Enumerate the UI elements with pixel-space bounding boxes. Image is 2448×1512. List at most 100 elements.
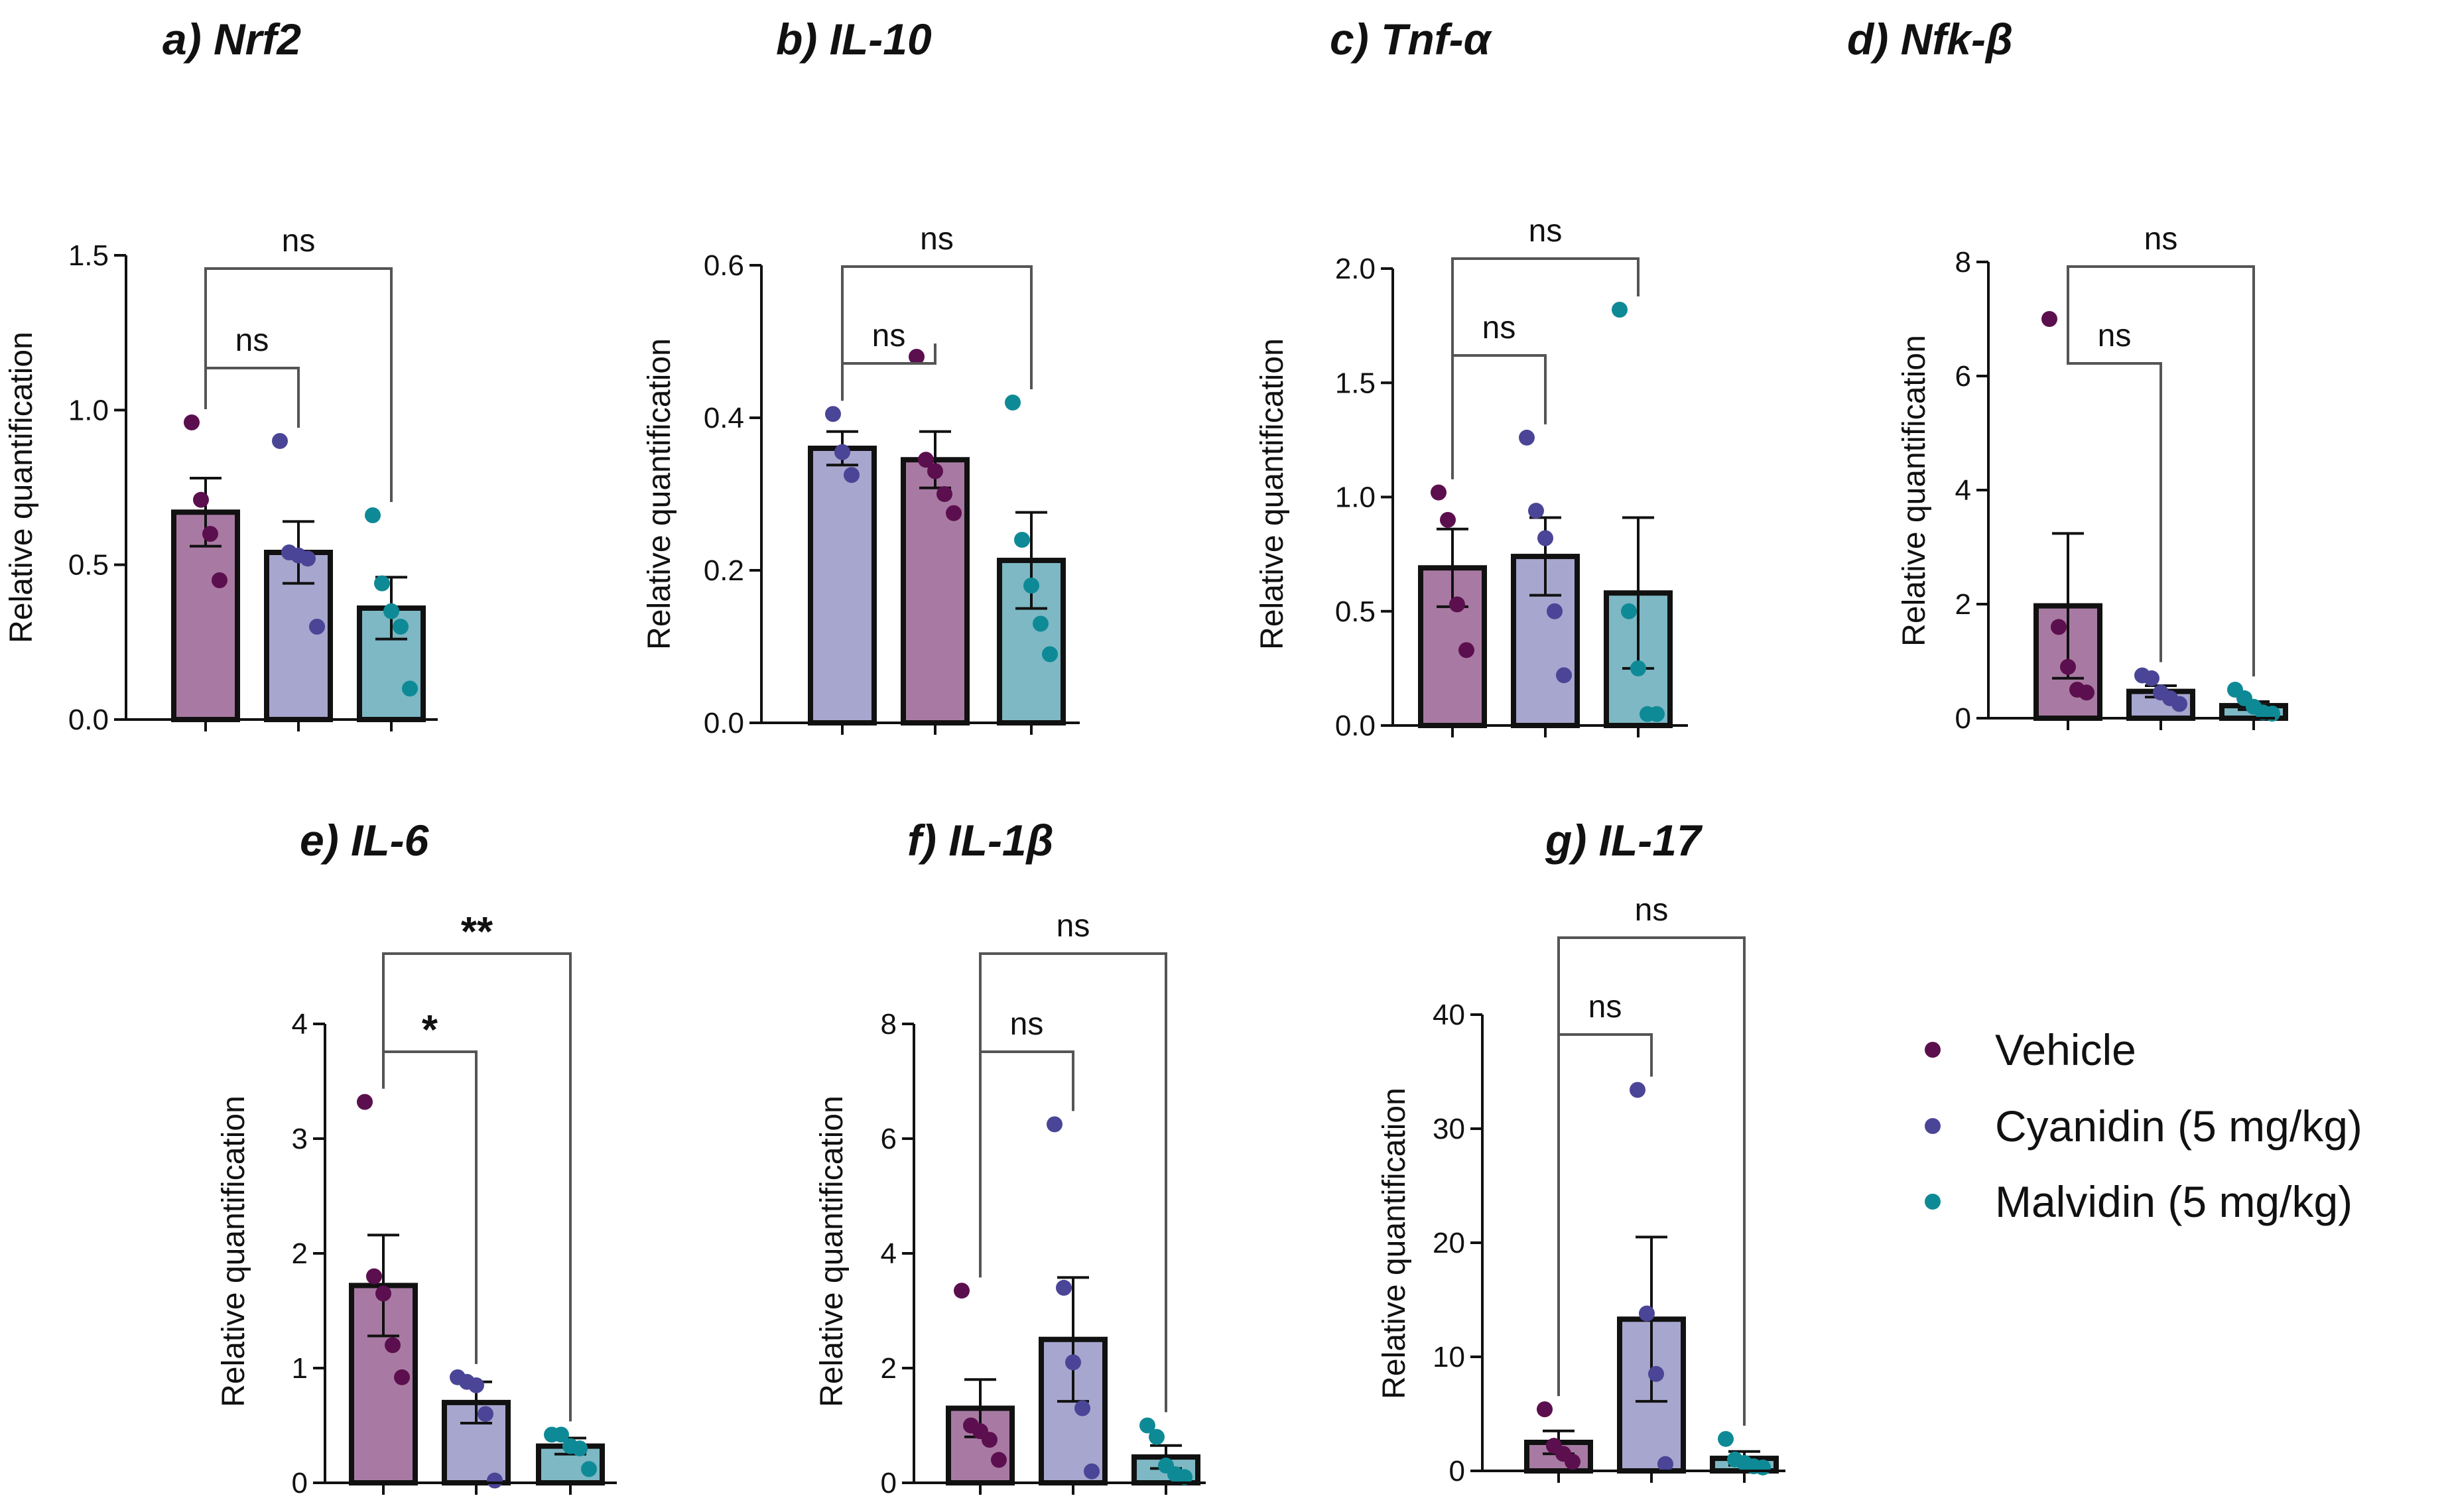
panel-nrf2: a) Nrf2 Relative quantification 0.0 0.5 1.0 1… — [4, 15, 438, 736]
data-point — [2060, 659, 2076, 675]
significance-bracket — [204, 367, 300, 428]
data-point — [1648, 1365, 1664, 1382]
data-point — [1547, 603, 1563, 619]
significance-label: ns — [1482, 310, 1516, 346]
data-point — [402, 680, 418, 697]
data-point — [202, 526, 218, 542]
data-point — [1139, 1417, 1155, 1434]
data-point — [374, 575, 390, 592]
data-point — [212, 572, 227, 588]
y-tick-label: 0.5 — [68, 549, 109, 582]
data-point — [834, 444, 850, 460]
legend-marker-vehicle — [1925, 1042, 1941, 1058]
data-point — [468, 1377, 484, 1393]
data-point — [1056, 1279, 1072, 1296]
significance-bracket — [204, 267, 393, 502]
data-point — [1630, 660, 1646, 676]
y-tick-label: 20 — [1433, 1227, 1465, 1259]
y-tick-label: 4 — [881, 1237, 897, 1270]
data-point — [365, 507, 381, 523]
data-point — [844, 467, 860, 483]
y-tick-label: 0.2 — [704, 554, 744, 587]
data-point — [393, 619, 409, 635]
panel-title: g) IL-17 — [1545, 816, 1703, 865]
y-tick-label: 2 — [292, 1237, 308, 1270]
data-point — [1519, 429, 1535, 446]
data-point — [1440, 511, 1456, 528]
data-point — [1612, 302, 1628, 318]
y-tick-label: 1.0 — [1335, 481, 1376, 514]
legend-label-malvidin: Malvidin (5 mg/kg) — [1995, 1177, 2352, 1226]
significance-label: ns — [1529, 214, 1563, 249]
y-tick-label: 10 — [1433, 1341, 1465, 1373]
data-point — [1621, 603, 1637, 619]
data-point — [1084, 1463, 1100, 1480]
y-axis-label: Relative quantification — [1897, 335, 1932, 647]
y-axis-label: Relative quantification — [4, 332, 39, 643]
significance-label: ** — [461, 909, 493, 955]
data-point — [2171, 696, 2187, 712]
significance-label: ns — [1635, 893, 1669, 928]
data-point — [300, 550, 316, 567]
data-point — [1537, 530, 1553, 546]
data-point — [936, 486, 952, 502]
y-tick-label: 6 — [1955, 360, 1971, 393]
data-point — [1014, 532, 1030, 548]
data-point — [1755, 1459, 1771, 1476]
significance-bracket — [1557, 936, 1746, 1426]
panel-title: a) Nrf2 — [162, 15, 301, 64]
panel-tnf: c) Tnf-α Relative quantification 0.0 0.5 1.0… — [1255, 15, 1688, 742]
data-point — [1177, 1469, 1192, 1485]
significance-label: ns — [2144, 221, 2178, 257]
y-tick-label: 1.5 — [68, 239, 109, 272]
legend-item-vehicle: Vehicle — [1925, 1025, 2136, 1074]
legend-marker-malvidin — [1925, 1194, 1941, 1210]
y-tick-label: 6 — [881, 1123, 897, 1155]
y-tick-label: 2.0 — [1335, 253, 1376, 285]
data-point — [193, 491, 209, 508]
data-point — [487, 1472, 503, 1489]
data-point — [1639, 1305, 1655, 1322]
panel-title: f) IL-1β — [907, 816, 1054, 865]
legend-label-cyanidin: Cyanidin (5 mg/kg) — [1995, 1102, 2362, 1151]
data-point — [982, 1432, 998, 1448]
data-point — [1630, 1082, 1645, 1098]
data-point — [478, 1406, 493, 1422]
significance-label: ns — [920, 221, 954, 257]
data-point — [272, 433, 288, 449]
significance-bracket — [979, 952, 1167, 1413]
data-point — [1005, 395, 1021, 410]
panel-il10: b) IL-10 Relative quantification 0.0 0.2 0.4… — [642, 15, 1080, 739]
y-tick-label: 4 — [292, 1008, 308, 1040]
data-point — [1074, 1400, 1090, 1417]
y-axis-label: Relative quantification — [1255, 338, 1290, 650]
legend-marker-cyanidin — [1925, 1118, 1941, 1134]
y-axis-label: Relative quantification — [814, 1096, 850, 1407]
panel-title: b) IL-10 — [776, 15, 932, 64]
data-point — [581, 1461, 597, 1478]
legend-item-malvidin: Malvidin (5 mg/kg) — [1925, 1177, 2352, 1226]
data-point — [1065, 1354, 1081, 1371]
y-tick-label: 2 — [1955, 588, 1971, 621]
y-tick-label: 4 — [1955, 474, 1971, 507]
data-point — [1537, 1401, 1553, 1418]
y-tick-label: 0.5 — [1335, 596, 1376, 628]
data-point — [1649, 706, 1665, 722]
data-point — [1565, 1454, 1580, 1470]
y-axis-label: Relative quantification — [1377, 1088, 1412, 1399]
y-tick-label: 8 — [1955, 246, 1971, 279]
data-point — [394, 1369, 410, 1385]
y-tick-label: 0.0 — [1335, 710, 1376, 742]
data-point — [918, 452, 934, 468]
panel-nfkb: d) Nfk-β Relative quantification 0 2 4 6 8 ns ns — [1847, 15, 2288, 735]
y-tick-label: 0.0 — [704, 707, 744, 739]
data-point — [2079, 684, 2094, 701]
panel-title: d) Nfk-β — [1847, 15, 2013, 64]
data-point — [184, 414, 200, 430]
significance-bracket — [841, 265, 1033, 401]
data-point — [1042, 646, 1058, 662]
legend: Vehicle Cyanidin (5 mg/kg) Malvidin (5 m… — [1925, 1025, 2362, 1226]
data-point — [825, 406, 841, 422]
y-tick-label: 1.0 — [68, 394, 109, 426]
